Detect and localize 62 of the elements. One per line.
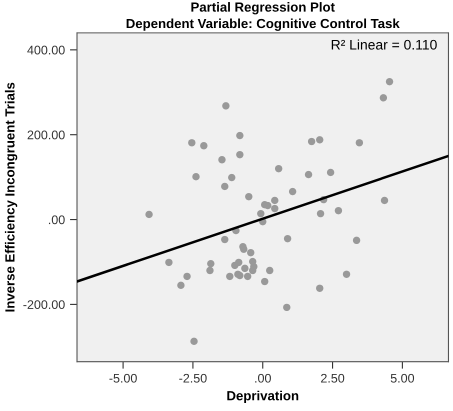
chart-subtitle: Dependent Variable: Cognitive Control Task — [126, 18, 400, 31]
y-tick-label: -200.00 — [23, 300, 65, 310]
y-axis-title: Inverse Efficiency Incongruent Trials — [4, 82, 18, 312]
point — [190, 338, 198, 345]
point — [342, 270, 350, 278]
y-tick-label: 200.00 — [28, 130, 65, 140]
chart-title: Partial Regression Plot — [191, 2, 335, 14]
point — [271, 204, 278, 212]
x-tick-label: 5.00 — [390, 374, 414, 383]
point — [222, 102, 230, 110]
x-tick-label: -5.00 — [109, 374, 137, 383]
annotation: R² Linear = 0.110 — [332, 39, 437, 50]
point — [284, 234, 292, 242]
point — [304, 170, 312, 178]
point — [206, 266, 214, 274]
x-tick-label: -2.50 — [179, 374, 207, 383]
point — [326, 168, 334, 176]
point — [271, 196, 278, 204]
point — [183, 272, 191, 280]
point — [308, 138, 316, 146]
point — [247, 248, 254, 256]
point — [288, 188, 296, 196]
point — [316, 210, 324, 218]
point — [245, 192, 252, 200]
y-tick-label: .00 — [48, 215, 65, 224]
point — [241, 264, 249, 272]
point — [165, 258, 173, 266]
point — [274, 164, 282, 172]
point — [316, 284, 324, 292]
point — [200, 142, 208, 150]
point — [244, 272, 252, 280]
point — [235, 258, 242, 266]
point — [221, 182, 228, 190]
x-tick-label: .00 — [255, 374, 271, 383]
y-tick-label: 400.00 — [27, 46, 65, 55]
point — [334, 206, 342, 214]
point — [257, 210, 264, 218]
point — [192, 173, 200, 180]
point — [207, 260, 214, 268]
point — [145, 210, 153, 218]
point — [380, 94, 388, 102]
point — [352, 236, 360, 244]
point — [188, 139, 196, 146]
point — [249, 266, 256, 274]
point — [236, 150, 244, 158]
point — [228, 174, 236, 182]
point — [283, 304, 290, 312]
point — [221, 236, 228, 244]
x-axis-title: Deprivation — [227, 390, 298, 403]
point — [380, 196, 388, 204]
x-tick-label: 2.50 — [321, 374, 344, 383]
point — [240, 246, 248, 253]
point — [386, 78, 394, 86]
point — [218, 156, 226, 164]
point — [266, 266, 274, 274]
point — [356, 139, 364, 146]
point — [261, 278, 268, 286]
point — [264, 202, 272, 210]
point — [226, 272, 234, 280]
point — [236, 132, 244, 140]
point — [316, 136, 324, 144]
point — [177, 282, 185, 289]
